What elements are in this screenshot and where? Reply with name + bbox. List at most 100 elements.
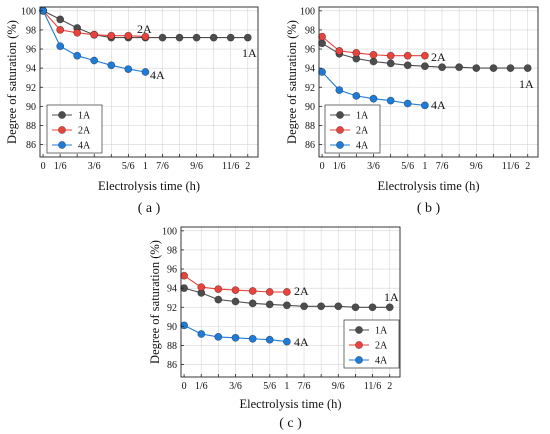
chart-c-legend: 1A 2A 4A xyxy=(343,319,400,369)
chart-c-x-axis-title: Electrolysis time (h) xyxy=(239,397,341,411)
chart-c-xtick-label: 0 xyxy=(182,381,187,392)
chart-b-plot-frame xyxy=(318,6,539,158)
chart-c-annotation: 2A xyxy=(294,284,309,298)
chart-a-series-4a xyxy=(39,6,150,76)
chart-a-series-1a-point xyxy=(56,15,65,24)
chart-c-xtick-label: 9/6 xyxy=(332,381,345,392)
chart-a-legend-box xyxy=(46,104,103,154)
chart-b-series-1a-point xyxy=(318,39,326,48)
chart-c-series-1a-point xyxy=(317,302,325,311)
chart-c-legend-swatch-marker xyxy=(355,341,363,349)
chart-a-x-axis-title: Electrolysis time (h) xyxy=(98,179,200,193)
chart-b-xtick-label: 1/6 xyxy=(333,161,346,172)
chart-a-series-4a-point xyxy=(124,65,133,73)
chart-c-y-axis-title: Degree of saturation (%) xyxy=(148,240,162,364)
chart-a-series-4a-point xyxy=(90,56,99,65)
chart-a-ytick-label: 94 xyxy=(26,64,36,75)
chart-c-xtick-label: 1/6 xyxy=(195,381,208,392)
chart-a-series-1a-point xyxy=(243,33,252,42)
chart-c-legend-label: 1A xyxy=(375,326,388,337)
chart-b-caption: ( b ) xyxy=(417,201,441,216)
chart-a-series-1a-point xyxy=(175,33,184,42)
chart-c-series-2a-point xyxy=(214,285,223,293)
chart-b-legend-box xyxy=(324,104,381,154)
chart-b-xtick-label: 2 xyxy=(525,161,530,172)
chart-b-legend-entry-4a: 4A xyxy=(330,141,369,152)
chart-a-ytick-label: 98 xyxy=(26,25,36,36)
chart-a-xtick-label: 11/6 xyxy=(222,161,239,172)
chart-b-series-4a-point xyxy=(420,101,429,110)
chart-a-xtick-label: 1 xyxy=(143,161,148,172)
chart-c-series-1a-point xyxy=(214,295,223,304)
chart-c-legend-swatch-marker xyxy=(355,356,363,364)
chart-c-xtick-label: 2 xyxy=(387,381,392,392)
chart-a-legend: 1A 2A 4A xyxy=(46,104,103,154)
chart-c-plot-frame xyxy=(180,226,401,378)
chart-b-series-4a-point xyxy=(335,86,344,94)
chart-c-ytick-label: 92 xyxy=(167,303,177,314)
chart-a-series-2a-point xyxy=(73,28,82,37)
chart-b-ytick-label: 88 xyxy=(305,121,315,132)
chart-b: 0 1/6 3/6 5/6 1 7/6 9/6 11/6 2 86 88 90 92 94 96 98 100 E… xyxy=(285,6,539,216)
chart-c-legend-label: 2A xyxy=(375,341,388,352)
chart-a-series-2a-point xyxy=(90,30,99,39)
chart-c-series-4a-point xyxy=(214,332,223,341)
chart-a-annotation: 4A xyxy=(150,68,165,82)
chart-a-caption: ( a ) xyxy=(138,201,161,216)
chart-c-xtick-label: 3/6 xyxy=(229,381,242,392)
chart-a-series-2a-point xyxy=(124,31,133,40)
chart-c-ytick-label: 96 xyxy=(167,265,177,276)
chart-a-annotation: 1A xyxy=(242,46,257,60)
chart-c-series-4a-point xyxy=(248,334,257,343)
chart-c-ytick-label: 90 xyxy=(167,322,177,333)
chart-b-xtick-label: 3/6 xyxy=(367,161,380,172)
chart-a-series-1a-point xyxy=(226,33,235,42)
chart-b-legend-label: 4A xyxy=(356,141,369,152)
chart-b-series-4a-point xyxy=(318,68,326,76)
chart-b-legend-swatch-marker xyxy=(336,126,344,134)
chart-b-annotation: 2A xyxy=(431,50,446,64)
chart-b-series-1a-point xyxy=(420,62,429,71)
chart-a-series-4a-point xyxy=(107,61,116,70)
chart-a-legend-label: 4A xyxy=(78,141,91,152)
chart-c-xtick-label: 11/6 xyxy=(364,381,381,392)
chart-b-xtick-label: 7/6 xyxy=(436,161,449,172)
chart-c: 0 1/6 3/6 5/6 1 7/6 9/6 11/6 2 86 88 90 92 94 96 98 100 E… xyxy=(148,226,401,431)
chart-b-series-2a-point xyxy=(318,32,326,41)
chart-b-xtick-label: 1 xyxy=(422,161,427,172)
chart-b-series-2a xyxy=(318,32,429,60)
chart-c-ytick-label: 88 xyxy=(167,341,177,352)
chart-b-series-2a-point xyxy=(335,47,344,55)
chart-c-series-4a-point xyxy=(265,335,274,344)
chart-b-series-2a-point xyxy=(369,50,378,59)
chart-a-legend-entry-4a: 4A xyxy=(52,141,91,152)
chart-c-series-2a-point xyxy=(231,286,240,294)
chart-b-series-1a-point xyxy=(489,64,498,72)
chart-b-series-2a-point xyxy=(420,51,429,60)
chart-a-plot-frame xyxy=(39,6,259,158)
chart-b-series-1a-point xyxy=(403,61,412,70)
chart-a-legend-label: 1A xyxy=(78,111,91,122)
chart-c-series-1a-point xyxy=(385,303,394,312)
chart-b-series-1a-point xyxy=(438,63,446,72)
chart-b-series-4a xyxy=(318,68,429,110)
chart-c-series-1a-point xyxy=(300,302,308,311)
chart-c-series-4a xyxy=(180,321,291,346)
chart-b-xtick-label: 5/6 xyxy=(401,161,414,172)
chart-a-legend-swatch-marker xyxy=(58,111,66,119)
chart-b-ytick-label: 100 xyxy=(300,6,315,17)
chart-c-series-4a-point xyxy=(180,321,188,330)
chart-a-xtick-label: 7/6 xyxy=(156,161,169,172)
chart-a-ytick-label: 90 xyxy=(26,102,36,113)
chart-a-legend-swatch-marker xyxy=(58,126,66,134)
chart-a-series-2a-point xyxy=(141,32,150,41)
chart-b-legend-entry-2a: 2A xyxy=(330,126,369,137)
chart-b-series-1a-point xyxy=(369,57,378,66)
chart-b-series-4a-point xyxy=(386,96,395,105)
chart-c-series-2a-point xyxy=(180,271,188,280)
chart-a-legend-entry-2a: 2A xyxy=(52,126,91,137)
chart-a-xtick-label: 0 xyxy=(41,161,46,172)
chart-a-annotation: 2A xyxy=(137,22,152,36)
chart-a: 0 1/6 3/6 5/6 1 7/6 9/6 11/6 2 86 88 90 92 94 96 98 100 E… xyxy=(5,6,259,216)
